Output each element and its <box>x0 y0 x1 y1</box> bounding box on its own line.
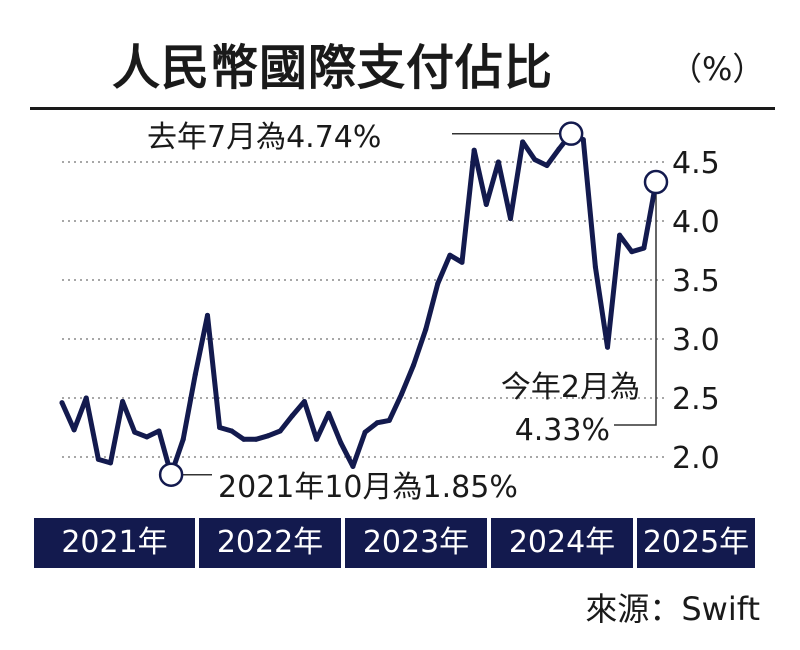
data-point <box>386 417 392 423</box>
low-marker <box>158 462 184 487</box>
data-point <box>508 216 514 222</box>
data-point <box>277 428 283 434</box>
series-line <box>59 131 659 478</box>
grid-lines <box>62 161 665 458</box>
data-point <box>495 159 501 165</box>
annotation-latest-line2: 4.33% <box>515 413 610 448</box>
y-tick-label: 3.5 <box>672 264 720 299</box>
data-point <box>374 420 380 426</box>
data-point <box>641 245 647 251</box>
data-point <box>338 440 344 446</box>
y-tick-label: 4.5 <box>672 146 720 181</box>
year-label-2023: 2023年 <box>345 518 487 568</box>
data-point <box>605 344 611 350</box>
data-point <box>556 146 562 152</box>
data-point <box>180 436 186 442</box>
data-point <box>447 252 453 258</box>
data-point <box>192 371 198 377</box>
data-point <box>229 428 235 434</box>
y-tick-label: 3.0 <box>672 323 720 358</box>
data-point <box>423 327 429 333</box>
data-point <box>120 399 126 405</box>
data-point <box>217 425 223 430</box>
data-point <box>156 428 162 434</box>
annotation-peak: 去年7月為4.74% <box>147 120 381 155</box>
chart-title: 人民幣國際支付佔比 <box>112 40 554 96</box>
data-point <box>132 429 138 435</box>
data-point <box>362 429 368 435</box>
year-label-2021: 2021年 <box>34 518 195 568</box>
data-point <box>483 201 489 207</box>
y-tick-label: 2.5 <box>672 382 720 417</box>
data-point <box>204 312 210 318</box>
data-point <box>592 264 598 270</box>
data-point <box>520 139 526 145</box>
data-point <box>398 391 404 397</box>
data-point <box>617 232 623 238</box>
year-label-2024: 2024年 <box>491 518 633 568</box>
data-point <box>326 410 332 416</box>
data-point <box>544 163 550 169</box>
latest-marker <box>643 169 669 195</box>
data-point <box>459 259 465 265</box>
unit-label: （%） <box>670 50 765 88</box>
annotation-latest-line1: 今年2月為 <box>501 370 640 405</box>
peak-marker <box>558 121 584 146</box>
year-label-2025: 2025年 <box>637 518 755 568</box>
data-point <box>59 400 65 406</box>
data-point <box>107 460 113 466</box>
data-point <box>532 157 538 163</box>
y-tick-label: 2.0 <box>672 441 720 476</box>
title-rule <box>30 107 775 110</box>
data-point <box>289 413 295 419</box>
data-point <box>350 463 356 469</box>
data-point <box>265 433 271 439</box>
y-tick-labels: 4.5 4.0 3.5 3.0 2.5 2.0 <box>672 146 720 476</box>
data-point <box>71 427 77 433</box>
data-point <box>471 147 477 153</box>
data-point <box>253 436 259 442</box>
data-point <box>314 436 320 442</box>
data-point <box>83 395 89 401</box>
annotation-low: 2021年10月為1.85% <box>218 470 518 505</box>
y-tick-label: 4.0 <box>672 205 720 240</box>
data-point <box>95 456 101 462</box>
data-point <box>435 281 441 287</box>
annotation-markers <box>158 121 669 487</box>
latest-leader <box>614 182 657 426</box>
data-point <box>411 362 417 368</box>
year-label-2022: 2022年 <box>199 518 341 568</box>
source-note: 來源：Swift <box>585 590 760 628</box>
data-point <box>629 249 635 255</box>
data-point <box>144 434 150 440</box>
data-point <box>301 399 307 405</box>
data-point <box>241 436 247 442</box>
